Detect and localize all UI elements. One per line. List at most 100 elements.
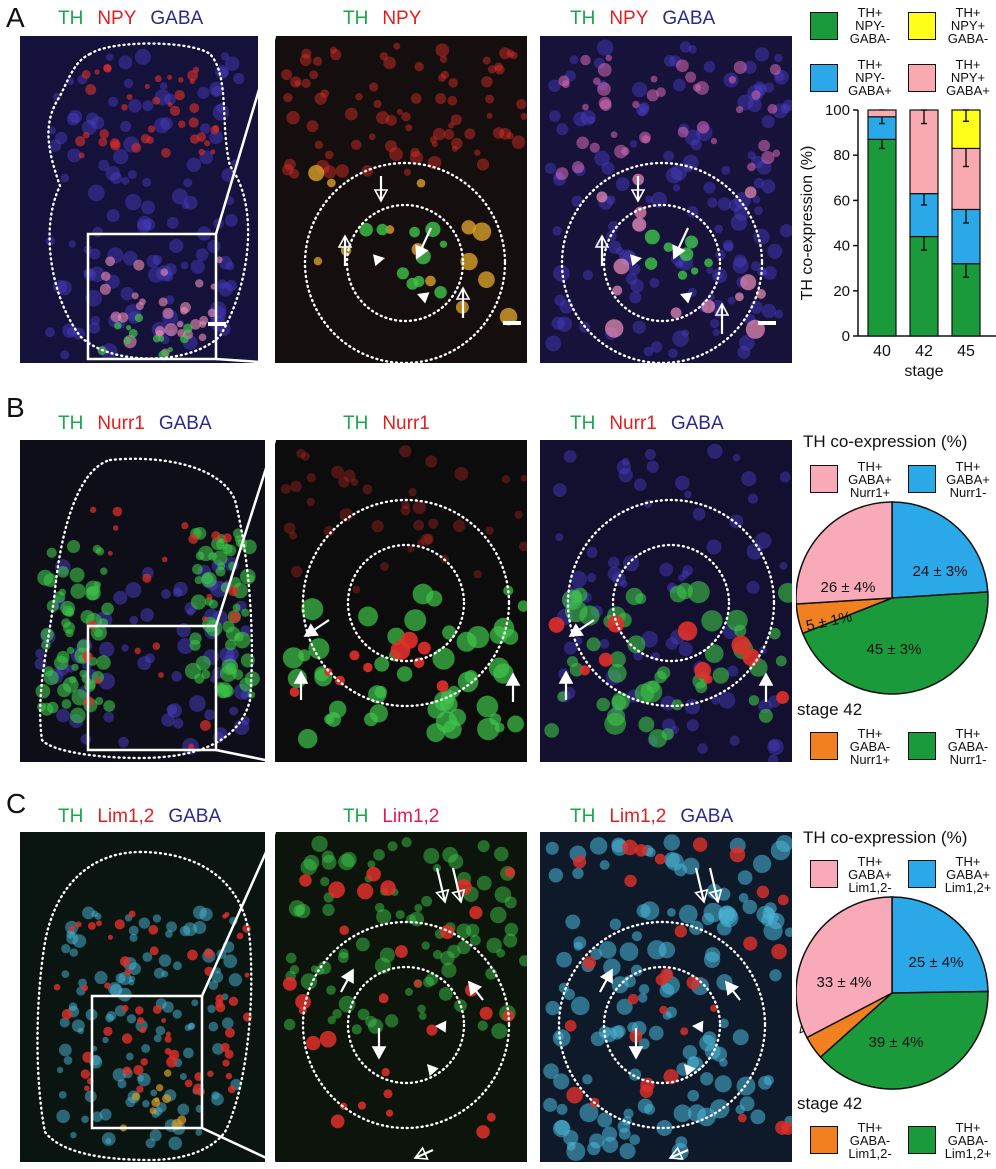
channel-label: Nurr1 bbox=[97, 413, 145, 434]
panel-b-legend-swatch bbox=[810, 732, 838, 760]
panel-a-legend-label: TH+ NPY+ GABA- bbox=[947, 5, 989, 46]
panel-c-header-3: TH Lim1,2 GABA bbox=[570, 806, 747, 828]
channel-label: GABA bbox=[670, 413, 724, 434]
panel-a-legend-swatch bbox=[908, 12, 936, 40]
channel-label: GABA bbox=[150, 8, 204, 29]
panel-letter-b: B bbox=[6, 392, 25, 423]
channel-label: TH bbox=[58, 413, 84, 434]
micrograph bbox=[540, 36, 792, 363]
pie-slice bbox=[796, 896, 893, 1039]
pie-slice bbox=[819, 990, 989, 1090]
panel-a-header-3: TH NPY GABA bbox=[570, 8, 729, 30]
panel-c-legend-label: TH+ GABA+ Lim1,2- bbox=[848, 854, 892, 895]
panel-a-legend-label: TH+ NPY+ GABA+ bbox=[946, 57, 990, 98]
panel-a-header-1: TH NPY GABA bbox=[58, 8, 217, 30]
x-tick-label: 45 bbox=[957, 343, 975, 360]
micrograph bbox=[275, 440, 527, 762]
pie-slice-label: 26 ± 4% bbox=[821, 579, 876, 596]
pie-b-stage-label: stage 42 bbox=[797, 700, 863, 719]
panel-letter-c: C bbox=[6, 788, 27, 819]
panel-b-legend-swatch bbox=[908, 732, 936, 760]
channel-label: GABA bbox=[680, 806, 734, 827]
panel-b-header-1: TH Nurr1 GABA bbox=[58, 413, 226, 435]
panel-a-legend-swatch bbox=[810, 12, 838, 40]
panel-b-legend-label: TH+ GABA+ Nurr1+ bbox=[848, 459, 892, 500]
micrograph bbox=[540, 440, 792, 762]
pie-slice-label: 25 ± 4% bbox=[909, 954, 964, 971]
channel-label: TH bbox=[570, 8, 596, 29]
micrograph bbox=[275, 832, 527, 1162]
panel-c-legend-swatch bbox=[810, 1126, 838, 1154]
channel-label: TH bbox=[343, 806, 369, 827]
bar-segment bbox=[909, 235, 939, 337]
panel-c-legend-swatch bbox=[908, 860, 936, 888]
micrograph bbox=[20, 832, 265, 1162]
panel-a-legend-swatch bbox=[908, 64, 936, 92]
panel-c-legend-label: TH+ GABA+ Lim1,2+ bbox=[944, 854, 992, 895]
channel-label: Lim1,2 bbox=[382, 806, 440, 827]
panel-b-legend-label: TH+ GABA- Nurr1- bbox=[947, 726, 989, 767]
pie-chart-b: 24 ± 3%45 ± 3%5 ± 1%26 ± 4% bbox=[796, 501, 989, 695]
y-tick-label: 80 bbox=[833, 147, 850, 164]
panel-a-header-2: TH NPY bbox=[343, 8, 435, 30]
x-tick-label: 40 bbox=[873, 343, 891, 360]
pie-slice-label: 24 ± 3% bbox=[913, 563, 968, 580]
panel-b-legend-swatch bbox=[810, 465, 838, 493]
micrograph bbox=[540, 832, 792, 1162]
channel-label: TH bbox=[58, 806, 84, 827]
pie-slice-label: 45 ± 3% bbox=[867, 641, 922, 658]
panel-a-legend-label: TH+ NPY- GABA+ bbox=[848, 57, 892, 98]
channel-label: GABA bbox=[662, 8, 716, 29]
channel-label: Nurr1 bbox=[382, 413, 430, 434]
channel-label: GABA bbox=[168, 806, 222, 827]
pie-slice bbox=[796, 501, 893, 605]
channel-label: TH bbox=[570, 413, 596, 434]
x-axis-label: stage bbox=[904, 363, 943, 380]
panel-c-header-2: TH Lim1,2 bbox=[343, 806, 453, 828]
pie-c-title: TH co-expression (%) bbox=[803, 828, 968, 847]
pie-slice bbox=[891, 501, 989, 599]
panel-b-header-2: TH Nurr1 bbox=[343, 413, 444, 435]
panel-c-legend-swatch bbox=[908, 1126, 936, 1154]
panel-b-legend-swatch bbox=[908, 465, 936, 493]
channel-label: TH bbox=[343, 413, 369, 434]
micrograph bbox=[20, 36, 258, 363]
micrograph bbox=[275, 36, 527, 363]
pie-slice bbox=[891, 896, 989, 994]
panel-c-legend-label: TH+ GABA- Lim1,2- bbox=[848, 1120, 892, 1161]
y-tick-label: 0 bbox=[842, 328, 850, 345]
pie-slice-label: 39 ± 4% bbox=[869, 1034, 924, 1051]
y-tick-label: 100 bbox=[825, 102, 850, 119]
panel-c-legend-label: TH+ GABA- Lim1,2+ bbox=[944, 1120, 992, 1161]
y-tick-label: 40 bbox=[833, 238, 850, 255]
y-tick-label: 20 bbox=[833, 283, 850, 300]
stacked-bar-chart: 0 20 40 60 80 100 TH co-expression (%) 40 42 45 st… bbox=[799, 102, 996, 380]
channel-label: TH bbox=[343, 8, 369, 29]
bar-segment bbox=[951, 208, 981, 265]
panel-c-legend-swatch bbox=[810, 860, 838, 888]
channel-label: Lim1,2 bbox=[97, 806, 155, 827]
panel-a-legend-swatch bbox=[810, 64, 838, 92]
pie-slice bbox=[801, 591, 989, 695]
channel-label: NPY bbox=[97, 8, 137, 29]
channel-label: TH bbox=[58, 8, 84, 29]
panel-b-legend-label: TH+ GABA- Nurr1+ bbox=[849, 726, 891, 767]
channel-label: NPY bbox=[609, 8, 649, 29]
channel-label: Lim1,2 bbox=[609, 806, 667, 827]
bar-segment bbox=[867, 109, 897, 118]
y-tick-label: 60 bbox=[833, 192, 850, 209]
pie-slice-label: 33 ± 4% bbox=[817, 974, 872, 991]
bar-segment bbox=[867, 138, 897, 337]
channel-label: Nurr1 bbox=[609, 413, 657, 434]
panel-b-header-3: TH Nurr1 GABA bbox=[570, 413, 738, 435]
micrograph bbox=[20, 440, 265, 762]
x-tick-label: 42 bbox=[915, 343, 933, 360]
channel-label: NPY bbox=[382, 8, 422, 29]
channel-label: GABA bbox=[158, 413, 212, 434]
pie-c-stage-label: stage 42 bbox=[797, 1094, 863, 1113]
pie-chart-c: 25 ± 4%39 ± 4%4 ± 1%33 ± 4% bbox=[796, 896, 989, 1090]
panel-b-legend-label: TH+ GABA+ Nurr1- bbox=[946, 459, 990, 500]
pie-b-title: TH co-expression (%) bbox=[803, 432, 968, 451]
panel-letter-a: A bbox=[6, 2, 25, 33]
channel-label: TH bbox=[570, 806, 596, 827]
